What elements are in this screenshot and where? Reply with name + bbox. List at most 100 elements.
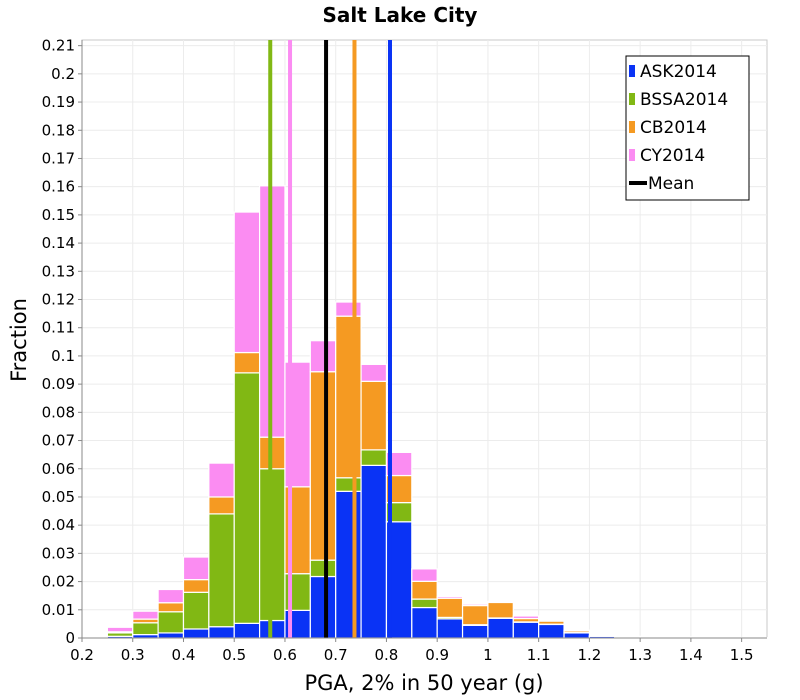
bar-cb2014-13 bbox=[411, 580, 438, 600]
legend-swatch-ask2014 bbox=[629, 65, 635, 77]
x-axis: 0.2 0.3 0.4 0.5 0.6 0.7 0.8 0.9 1 1.1 1.2 1.3 1.4 1.5 bbox=[70, 637, 767, 664]
bar-cb2014-9 bbox=[309, 371, 337, 561]
bar-cy2014-19 bbox=[563, 629, 591, 632]
bar-cy2014-5 bbox=[208, 462, 235, 498]
bar-cy2014-15 bbox=[461, 603, 489, 607]
y-tick-label: 0.13 bbox=[42, 262, 75, 280]
bar-cb2014-5 bbox=[208, 496, 235, 515]
bar-cy2014-11 bbox=[360, 363, 388, 382]
bar-bssa2014-11 bbox=[360, 449, 388, 466]
bar-cb2014-7 bbox=[258, 436, 286, 470]
y-tick-label: 0.02 bbox=[42, 573, 75, 591]
y-tick-label: 0.03 bbox=[42, 544, 75, 562]
y-tick-label: 0 bbox=[65, 629, 75, 647]
bar-cy2014-9 bbox=[309, 340, 337, 373]
y-tick-label: 0.1 bbox=[51, 347, 75, 365]
bar-cy2014-3 bbox=[157, 588, 185, 604]
bar-cy2014-14 bbox=[436, 595, 464, 599]
y-tick-label: 0.15 bbox=[42, 206, 75, 224]
y-tick-label: 0.09 bbox=[42, 375, 75, 393]
legend-swatch-cb2014 bbox=[629, 121, 635, 133]
bar-bssa2014-13 bbox=[411, 598, 438, 609]
bar-ask2014-5 bbox=[208, 626, 235, 639]
y-tick-label: 0.11 bbox=[42, 319, 75, 337]
y-tick-label: 0.16 bbox=[42, 178, 75, 196]
bar-bssa2014-3 bbox=[157, 611, 185, 634]
bar-cb2014-16 bbox=[487, 601, 514, 619]
bar-cb2014-4 bbox=[182, 579, 210, 593]
legend-label-mean: Mean bbox=[648, 174, 694, 194]
bar-ask2014-13 bbox=[411, 606, 438, 639]
bar-cy2014-7 bbox=[258, 185, 286, 438]
bar-ask2014-3 bbox=[157, 632, 185, 639]
bar-bssa2014-7 bbox=[258, 468, 286, 622]
bar-ask2014-7 bbox=[258, 619, 286, 639]
bar-cb2014-6 bbox=[233, 351, 261, 374]
x-tick-label: 0.4 bbox=[172, 646, 196, 664]
x-tick-label: 1.3 bbox=[628, 646, 652, 664]
bar-ask2014-17 bbox=[512, 621, 540, 639]
bar-cy2014-17 bbox=[512, 615, 540, 620]
bar-ask2014-10 bbox=[335, 490, 362, 639]
y-tick-label: 0.12 bbox=[42, 291, 75, 309]
x-axis-title: PGA, 2% in 50 year (g) bbox=[304, 671, 543, 695]
bar-cy2014-6 bbox=[233, 211, 261, 354]
bar-ask2014-11 bbox=[360, 464, 388, 639]
bar-cy2014-4 bbox=[182, 556, 210, 581]
x-tick-label: 0.9 bbox=[425, 646, 449, 664]
bar-cy2014-1 bbox=[106, 626, 134, 633]
bar-ask2014-6 bbox=[233, 622, 261, 639]
bar-bssa2014-6 bbox=[233, 372, 261, 624]
legend-swatch-bssa2014 bbox=[629, 93, 635, 105]
bar-cy2014-18 bbox=[538, 619, 565, 622]
y-tick-label: 0.19 bbox=[42, 93, 75, 111]
x-tick-label: 1.4 bbox=[679, 646, 703, 664]
legend-swatch-cy2014 bbox=[629, 149, 635, 161]
bar-ask2014-14 bbox=[436, 618, 464, 639]
x-tick-label: 0.6 bbox=[273, 646, 297, 664]
legend-box bbox=[625, 55, 750, 201]
x-tick-label: 0.2 bbox=[70, 646, 94, 664]
x-tick-label: 1.5 bbox=[730, 646, 754, 664]
legend-label-cy2014: CY2014 bbox=[640, 146, 705, 166]
bar-cy2014-10 bbox=[335, 301, 362, 317]
y-tick-label: 0.06 bbox=[42, 460, 75, 478]
x-tick-label: 0.5 bbox=[222, 646, 246, 664]
x-tick-label: 0.3 bbox=[121, 646, 145, 664]
bar-cy2014-2 bbox=[132, 610, 159, 620]
bar-cy2014-0 bbox=[81, 635, 108, 638]
legend-label-bssa2014: BSSA2014 bbox=[640, 90, 728, 110]
legend-label-cb2014: CB2014 bbox=[640, 118, 707, 138]
y-tick-label: 0.2 bbox=[51, 65, 75, 83]
y-tick-label: 0.04 bbox=[42, 516, 75, 534]
grid-lines bbox=[81, 40, 767, 639]
bar-ask2014-15 bbox=[461, 624, 489, 639]
x-tick-label: 0.7 bbox=[324, 646, 348, 664]
legend: ASK2014 BSSA2014 CB2014 CY2014 Mean bbox=[625, 55, 750, 201]
y-tick-label: 0.07 bbox=[42, 432, 75, 450]
bar-ask2014-16 bbox=[487, 617, 514, 639]
y-tick-label: 0.01 bbox=[42, 601, 75, 619]
bar-cy2014-16 bbox=[487, 600, 514, 604]
y-tick-label: 0.17 bbox=[42, 149, 75, 167]
x-tick-label: 0.8 bbox=[375, 646, 399, 664]
bar-bssa2014-9 bbox=[309, 559, 337, 578]
bar-bssa2014-10 bbox=[335, 477, 362, 492]
bar-cb2014-11 bbox=[360, 380, 388, 451]
bar-ask2014-9 bbox=[309, 575, 337, 639]
y-tick-label: 0.05 bbox=[42, 488, 75, 506]
bar-cy2014-13 bbox=[411, 568, 438, 582]
bar-bssa2014-4 bbox=[182, 591, 210, 630]
bar-cy2014-12 bbox=[385, 451, 413, 477]
bar-cb2014-15 bbox=[461, 604, 489, 626]
legend-swatch-mean bbox=[629, 181, 647, 185]
bar-ask2014-19 bbox=[563, 632, 591, 639]
bar-cb2014-14 bbox=[436, 597, 464, 619]
bar-bssa2014-5 bbox=[208, 513, 235, 628]
mean-lines-group bbox=[268, 40, 392, 638]
y-tick-label: 0.21 bbox=[42, 37, 75, 55]
x-tick-label: 1 bbox=[483, 646, 493, 664]
bar-ask2014-18 bbox=[538, 623, 565, 639]
legend-label-ask2014: ASK2014 bbox=[640, 62, 717, 82]
